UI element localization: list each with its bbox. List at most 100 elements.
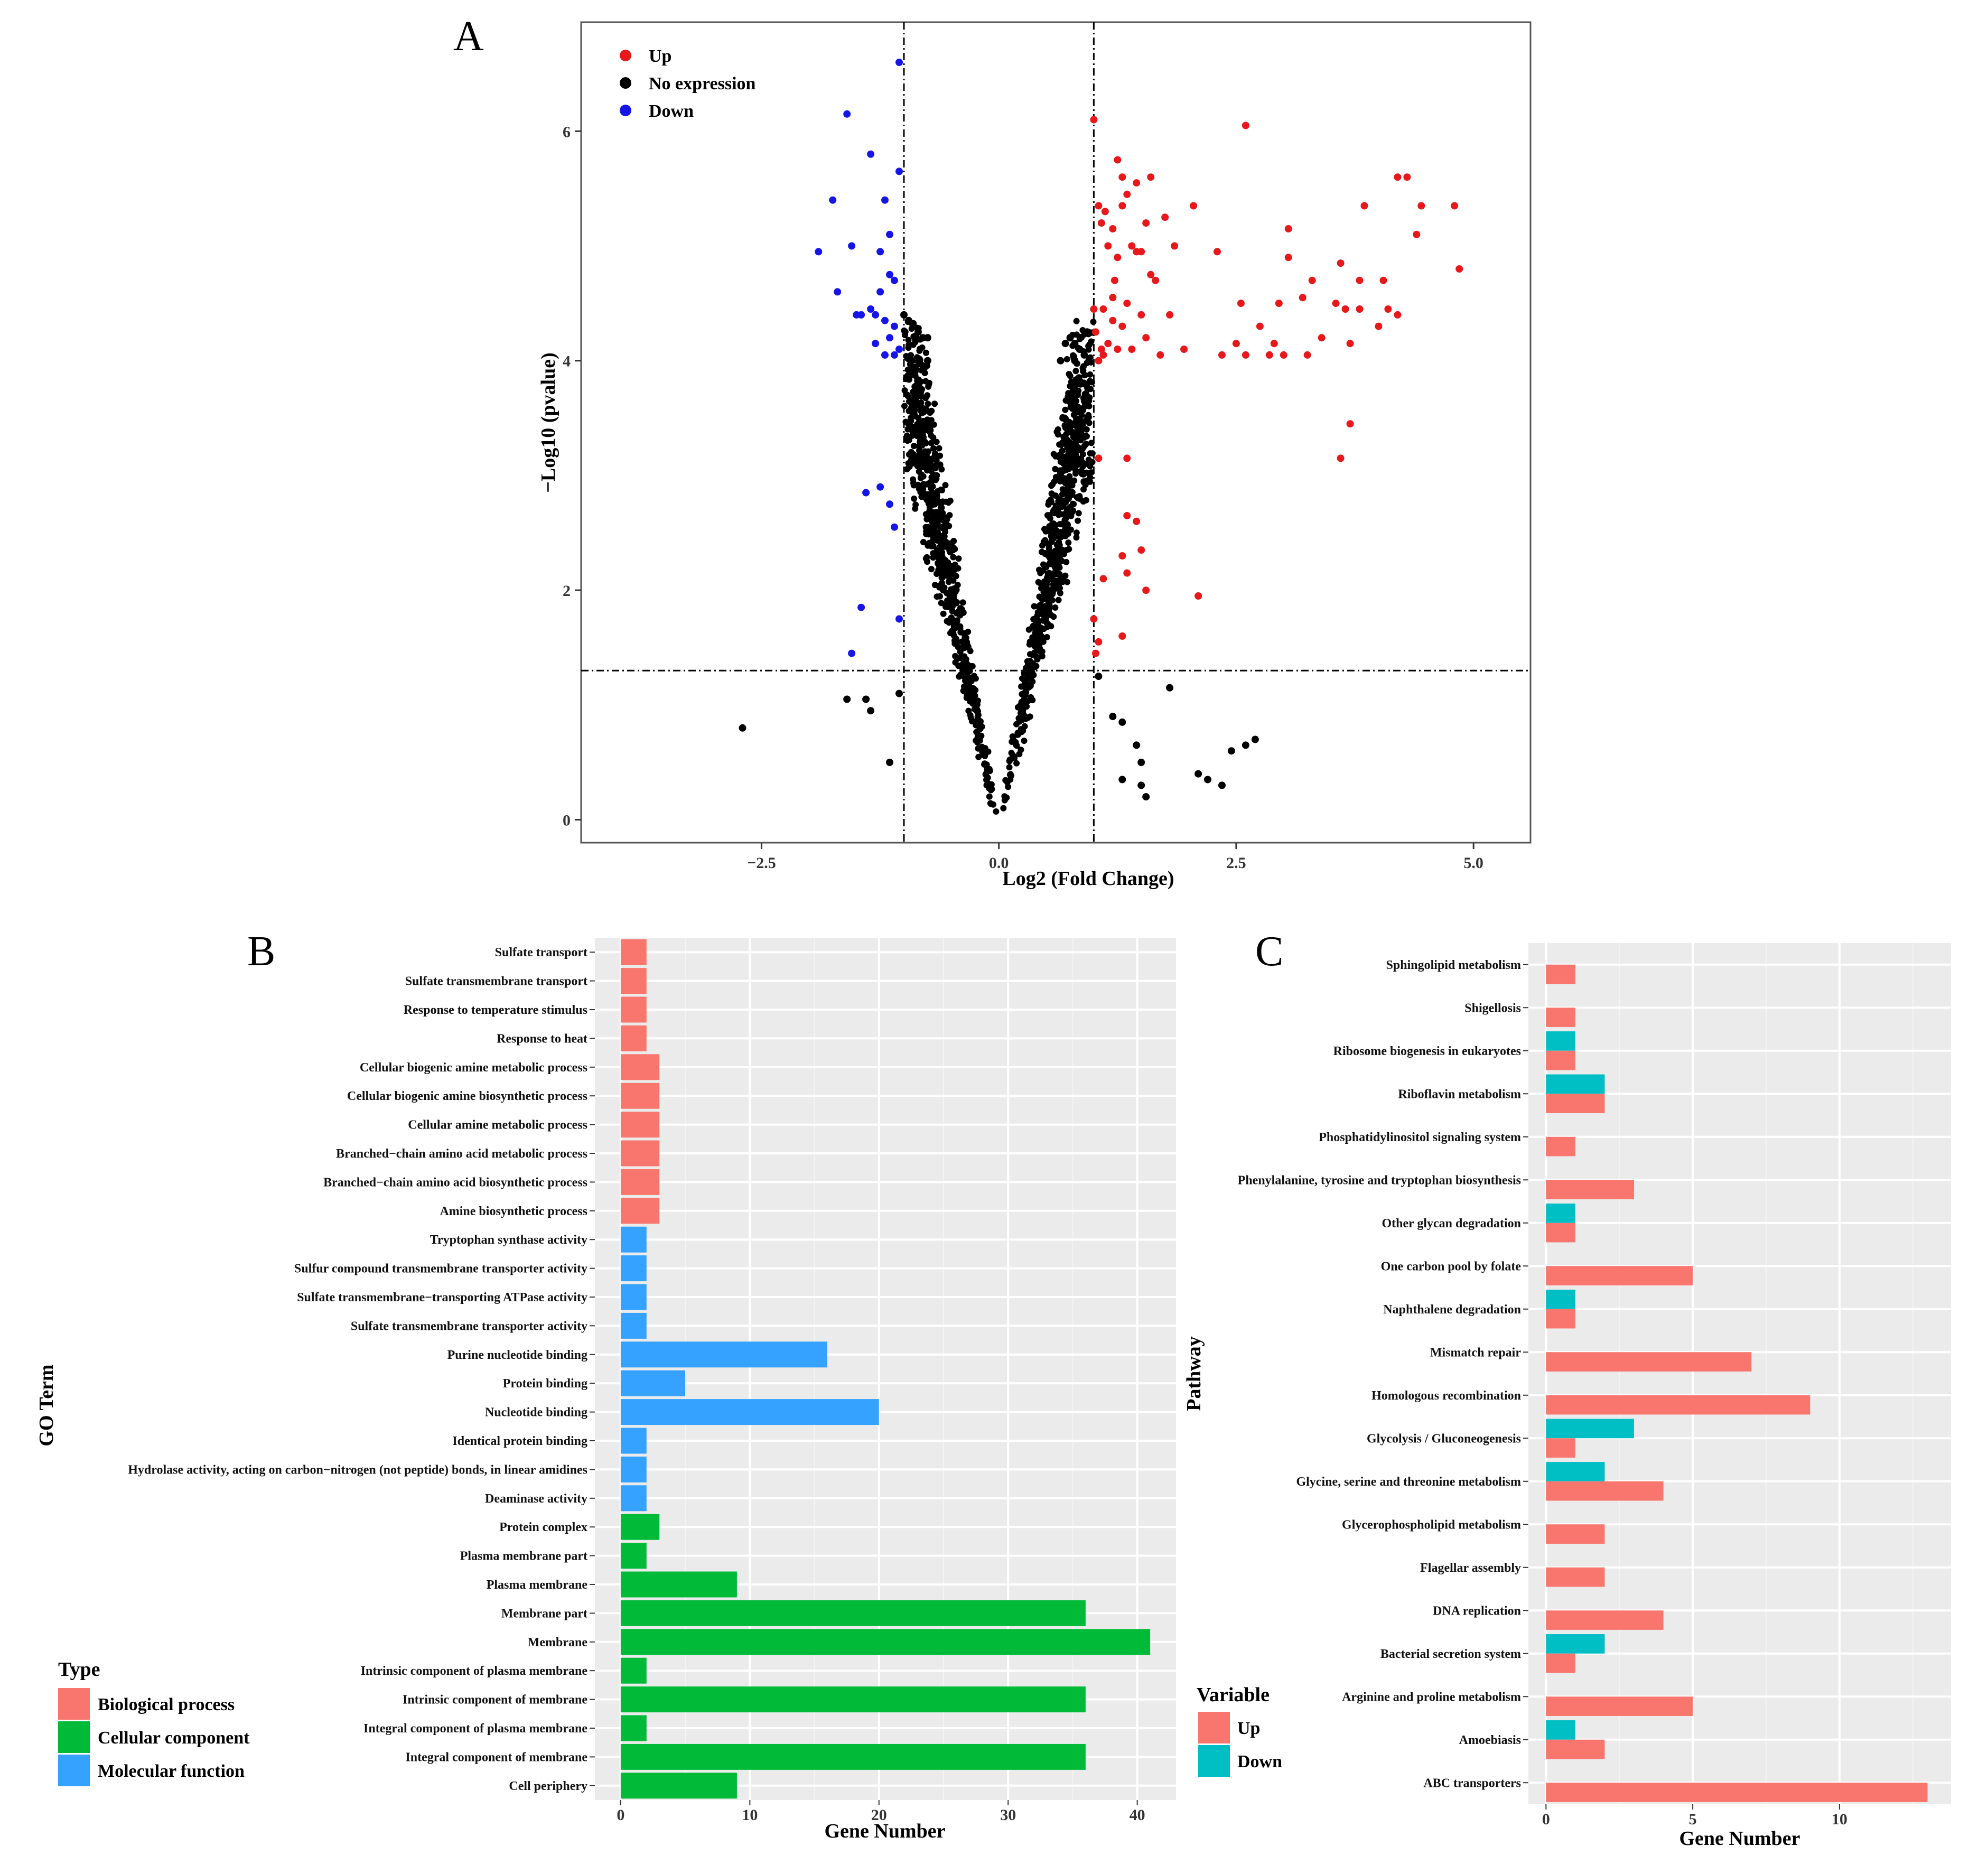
point-down bbox=[891, 322, 898, 330]
point-no-expression bbox=[903, 433, 910, 440]
point-no-expression bbox=[1066, 424, 1072, 431]
point-no-expression bbox=[967, 714, 974, 721]
volcano-plot: A −2.5 0.0 2.5 5.0 0 2 4 6 Log2 (Fold Change) −… bbox=[453, 13, 1532, 890]
point-no-expression bbox=[1068, 398, 1075, 405]
point-no-expression bbox=[929, 483, 936, 490]
point-no-expression bbox=[1073, 529, 1080, 536]
point-up bbox=[1384, 305, 1392, 313]
point-down bbox=[895, 59, 903, 66]
point-no-expression bbox=[1061, 340, 1069, 348]
point-no-expression bbox=[1070, 458, 1077, 465]
go-category-label: Cellular biogenic amine biosynthetic pro… bbox=[347, 1089, 587, 1103]
pathway-bar-down bbox=[1546, 1419, 1634, 1439]
point-up bbox=[1118, 173, 1126, 181]
point-no-expression bbox=[914, 463, 921, 470]
point-no-expression bbox=[923, 357, 931, 365]
point-no-expression bbox=[950, 629, 957, 636]
point-no-expression bbox=[1060, 433, 1067, 440]
point-up bbox=[1099, 351, 1107, 359]
point-no-expression bbox=[965, 628, 972, 635]
point-no-expression bbox=[940, 587, 947, 594]
point-no-expression bbox=[1006, 758, 1013, 764]
point-no-expression bbox=[936, 512, 942, 519]
point-up bbox=[1242, 351, 1249, 359]
go-category-label: Response to heat bbox=[497, 1032, 587, 1046]
point-no-expression bbox=[1007, 772, 1014, 779]
point-up bbox=[1394, 173, 1402, 181]
legend-up-text: Up bbox=[1237, 1719, 1260, 1738]
point-no-expression bbox=[1077, 378, 1084, 385]
point-no-expression bbox=[1055, 562, 1062, 568]
point-no-expression bbox=[972, 692, 978, 699]
pathway-category-label: ABC transporters bbox=[1423, 1776, 1521, 1790]
point-no-expression bbox=[1075, 517, 1081, 524]
pathway-category-label: Glycolysis / Gluconeogenesis bbox=[1367, 1432, 1521, 1446]
point-no-expression bbox=[950, 554, 957, 561]
point-no-expression bbox=[895, 689, 903, 697]
pathway-bar-down bbox=[1546, 1031, 1575, 1051]
point-up bbox=[1190, 202, 1198, 210]
legend-down-swatch bbox=[1198, 1745, 1230, 1777]
point-no-expression bbox=[937, 593, 944, 600]
go-bar bbox=[620, 996, 647, 1023]
x-tick-label: 2.5 bbox=[1226, 854, 1246, 872]
go-bar bbox=[620, 1743, 1086, 1770]
point-no-expression bbox=[1072, 368, 1079, 375]
point-no-expression bbox=[1055, 596, 1062, 603]
point-no-expression bbox=[886, 759, 893, 766]
point-no-expression bbox=[922, 378, 929, 385]
go-category-label: Purine nucleotide binding bbox=[447, 1348, 587, 1362]
point-down bbox=[881, 196, 889, 204]
point-up bbox=[1394, 311, 1402, 319]
point-up bbox=[1147, 271, 1155, 278]
point-no-expression bbox=[965, 668, 972, 675]
point-no-expression bbox=[1060, 551, 1067, 557]
point-no-expression bbox=[1056, 582, 1062, 589]
point-no-expression bbox=[1082, 497, 1089, 503]
point-no-expression bbox=[964, 676, 970, 683]
point-no-expression bbox=[958, 605, 965, 612]
point-no-expression bbox=[1079, 459, 1086, 466]
point-no-expression bbox=[1251, 735, 1259, 743]
point-down bbox=[891, 276, 898, 284]
point-no-expression bbox=[1052, 453, 1059, 460]
point-no-expression bbox=[1053, 428, 1060, 435]
point-no-expression bbox=[959, 665, 966, 672]
point-no-expression bbox=[942, 543, 948, 550]
go-category-label: Tryptophan synthase activity bbox=[430, 1233, 587, 1247]
point-no-expression bbox=[1063, 579, 1070, 585]
go-x-tick-label: 20 bbox=[871, 1806, 887, 1824]
point-no-expression bbox=[955, 555, 962, 562]
point-up bbox=[1237, 300, 1245, 307]
point-down bbox=[857, 311, 865, 319]
pathway-bar-down bbox=[1546, 1290, 1575, 1309]
point-up bbox=[1137, 311, 1145, 319]
point-no-expression bbox=[911, 495, 918, 502]
point-no-expression bbox=[1062, 406, 1069, 413]
go-category-label: Deaminase activity bbox=[485, 1492, 587, 1506]
point-no-expression bbox=[1089, 459, 1096, 465]
point-no-expression bbox=[945, 579, 952, 585]
point-no-expression bbox=[1058, 529, 1065, 535]
pathway-bar-down bbox=[1546, 1462, 1605, 1481]
point-no-expression bbox=[1065, 539, 1072, 546]
point-no-expression bbox=[930, 534, 937, 540]
point-no-expression bbox=[918, 399, 925, 406]
point-up bbox=[1265, 351, 1273, 359]
point-no-expression bbox=[984, 775, 991, 781]
point-no-expression bbox=[1087, 450, 1094, 456]
point-no-expression bbox=[976, 737, 983, 744]
legend-molecular-function-swatch bbox=[58, 1755, 90, 1786]
legend-no-expression-dot bbox=[620, 77, 631, 89]
point-no-expression bbox=[1025, 626, 1032, 633]
point-no-expression bbox=[1080, 351, 1088, 359]
point-no-expression bbox=[862, 695, 870, 703]
point-no-expression bbox=[978, 743, 985, 750]
point-up bbox=[1090, 615, 1098, 623]
point-no-expression bbox=[914, 433, 921, 440]
point-up bbox=[1101, 208, 1109, 216]
point-down bbox=[872, 340, 880, 348]
point-no-expression bbox=[1035, 638, 1042, 645]
go-x-ticks: 0 10 20 30 40 bbox=[617, 1800, 1145, 1824]
point-no-expression bbox=[1051, 554, 1058, 560]
